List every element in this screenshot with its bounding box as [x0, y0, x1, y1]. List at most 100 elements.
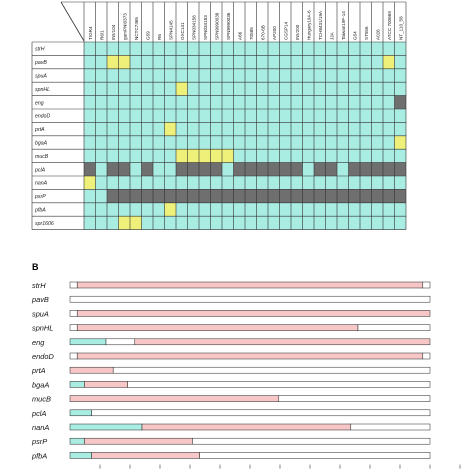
heatmap-cell	[291, 189, 303, 203]
heatmap-cell	[314, 42, 326, 56]
heatmap-cell	[256, 68, 268, 83]
heatmap-cell	[325, 95, 337, 109]
heatmap-cell	[279, 216, 291, 230]
heatmap-cell	[268, 149, 280, 163]
heatmap-cell	[279, 68, 291, 83]
heatmap-cell	[164, 149, 176, 163]
heatmap-cell	[130, 122, 142, 136]
heatmap-cell	[153, 189, 165, 203]
heatmap-cell	[95, 216, 107, 230]
heatmap-cell	[84, 109, 96, 123]
strain-label: R6	[157, 34, 162, 40]
gene-bar-segment	[76, 352, 424, 360]
gene-labels: strH pavB spuA spnHL eng endoD prtA bgaA mucB pcl…	[34, 47, 54, 227]
heatmap-cell	[233, 202, 245, 217]
heatmap-cell	[394, 109, 406, 123]
heatmap-cell	[268, 122, 280, 136]
gene-bar-segment	[69, 366, 114, 374]
heatmap-cell	[360, 149, 372, 163]
heatmap-cell	[245, 189, 257, 203]
heatmap-cell	[360, 216, 372, 230]
heatmap-cell	[164, 189, 176, 203]
heatmap-cell	[153, 55, 165, 69]
heatmap-cell	[118, 135, 130, 150]
heatmap-cell	[199, 216, 211, 230]
heatmap-cell	[84, 216, 96, 230]
heatmap-cell	[153, 109, 165, 123]
heatmap-cell	[199, 95, 211, 109]
strain-label: NT_110_58	[398, 16, 403, 40]
heatmap-cell	[141, 202, 153, 217]
heatmap-cell	[314, 149, 326, 163]
gene-label: strH	[35, 47, 45, 53]
heatmap-cell	[325, 189, 337, 203]
panel-b-gene-bars: strH pavB spuA spnHL eng endoD prtA bgaA mucB pcl…	[31, 281, 461, 469]
strain-label: ST556	[364, 26, 369, 40]
heatmap-cell	[383, 55, 395, 69]
heatmap-cell	[371, 95, 383, 109]
heatmap-cell	[256, 122, 268, 136]
heatmap-cell	[164, 55, 176, 69]
heatmap-cell	[394, 176, 406, 190]
heatmap-cell	[107, 189, 119, 203]
heatmap-cell	[233, 68, 245, 83]
heatmap-cell	[279, 95, 291, 109]
heatmap-cell	[245, 95, 257, 109]
strain-labels: TIGR4 R6/1 INV104 gamPNI0373 NCTC7465 G59 R6 SP…	[88, 10, 404, 40]
heatmap-cell	[383, 68, 395, 83]
heatmap-cell	[84, 95, 96, 109]
gene-bar-label: pfbA	[31, 451, 47, 460]
heatmap-cell	[371, 109, 383, 123]
heatmap-cell	[199, 55, 211, 69]
heatmap-cell	[107, 55, 119, 69]
strain-label: NCTC7465	[134, 17, 139, 40]
heatmap-cell	[291, 82, 303, 96]
heatmap-cell	[245, 149, 257, 163]
heatmap-cell	[187, 216, 199, 230]
heatmap-cell	[268, 109, 280, 123]
heatmap-cell	[383, 135, 395, 150]
heatmap-cell	[130, 82, 142, 96]
heatmap-cell	[222, 202, 234, 217]
gene-bar-segment	[69, 437, 85, 445]
heatmap-cell	[360, 122, 372, 136]
heatmap-cell	[141, 122, 153, 136]
heatmap-cell	[187, 82, 199, 96]
gene-label: pavB	[34, 60, 47, 66]
heatmap-cell	[176, 135, 188, 150]
heatmap-cell	[118, 216, 130, 230]
gene-bar-segment	[69, 324, 78, 331]
heatmap-cell	[141, 149, 153, 163]
heatmap-cell	[325, 68, 337, 83]
heatmap-cell	[210, 109, 222, 123]
heatmap-cells	[84, 42, 406, 230]
strain-label: AP200	[272, 26, 277, 40]
heatmap-cell	[383, 42, 395, 56]
gene-bar-segment	[422, 281, 431, 289]
heatmap-cell	[141, 68, 153, 83]
gene-label: spr1606	[35, 221, 54, 227]
heatmap-grid	[31, 1, 407, 230]
heatmap-cell	[153, 42, 165, 56]
heatmap-cell	[153, 122, 165, 136]
heatmap-cell	[199, 42, 211, 56]
gene-bar-segment	[91, 452, 200, 459]
heatmap-cell	[268, 42, 280, 56]
heatmap-cell	[118, 109, 130, 123]
heatmap-cell	[233, 176, 245, 190]
gene-bar-segment	[199, 452, 431, 459]
heatmap-cell	[187, 202, 199, 217]
heatmap-cell	[95, 55, 107, 69]
heatmap-cell	[130, 42, 142, 56]
heatmap-cell	[256, 216, 268, 230]
heatmap-cell	[210, 95, 222, 109]
heatmap-cell	[141, 176, 153, 190]
heatmap-cell	[176, 68, 188, 83]
heatmap-cell	[348, 82, 360, 96]
heatmap-cell	[95, 149, 107, 163]
heatmap-cell	[394, 216, 406, 230]
heatmap-cell	[394, 95, 406, 109]
heatmap-cell	[394, 82, 406, 96]
heatmap-cell	[256, 55, 268, 69]
heatmap-cell	[279, 176, 291, 190]
